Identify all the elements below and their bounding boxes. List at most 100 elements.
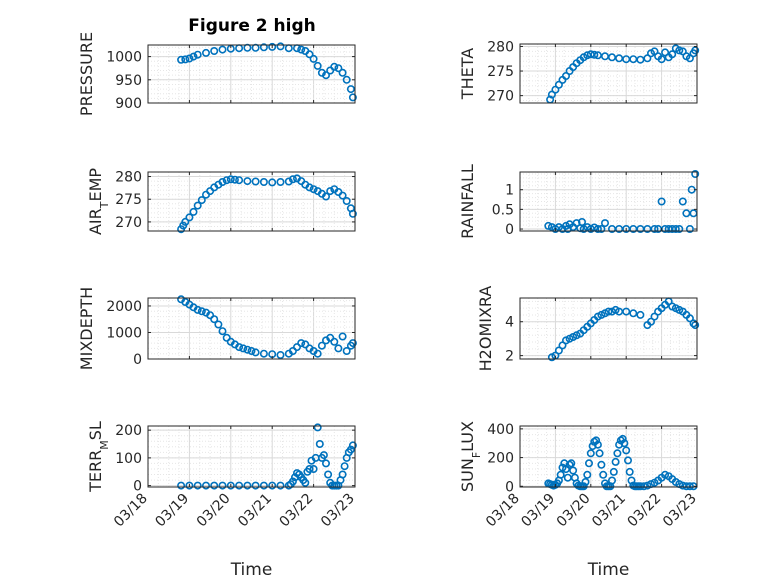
y-tick-label: 270	[115, 215, 142, 231]
data-point	[189, 207, 198, 216]
subplot-h2omixra: 2 4 H2OMIXRA	[476, 286, 700, 372]
data-point	[243, 345, 252, 354]
data-point	[297, 45, 306, 54]
data-point	[177, 55, 186, 64]
y-tick-label: 2000	[106, 299, 142, 315]
data-point	[235, 176, 244, 185]
data-point	[639, 482, 648, 491]
data-point	[251, 177, 260, 186]
y-tick-label: 1	[505, 183, 514, 199]
data-point	[313, 349, 322, 358]
data-point	[671, 225, 680, 234]
data-point	[577, 218, 586, 227]
axes-box	[147, 425, 356, 488]
data-point	[581, 477, 590, 486]
data-point	[181, 217, 190, 226]
data-point	[315, 439, 324, 448]
data-point	[691, 170, 700, 179]
data-point	[305, 50, 314, 59]
y-tick-label: 1000	[106, 325, 142, 341]
axes-background	[148, 45, 355, 103]
data-point	[222, 333, 231, 342]
data-point	[189, 52, 198, 61]
y-tick-label: 4	[505, 315, 514, 331]
data-point	[636, 310, 645, 319]
data-point	[330, 337, 339, 346]
data-point	[243, 177, 252, 186]
axes-box	[519, 171, 698, 232]
data-point	[657, 55, 666, 64]
y-tick-label: 275	[487, 64, 514, 80]
data-point	[685, 314, 694, 323]
data-point	[613, 449, 622, 458]
data-point	[301, 340, 310, 349]
data-point	[230, 175, 239, 184]
data-point	[657, 197, 666, 206]
data-point	[554, 346, 563, 355]
data-point	[348, 93, 357, 102]
data-point	[593, 440, 602, 449]
data-point	[268, 481, 277, 490]
data-point	[268, 178, 277, 187]
data-point	[259, 178, 268, 187]
data-point	[202, 481, 211, 490]
x-axis-label: Time	[230, 560, 273, 580]
data-point	[595, 449, 604, 458]
y-tick-label: 2	[505, 349, 514, 365]
data-point	[556, 470, 565, 479]
data-point	[305, 183, 314, 192]
data-point	[342, 197, 351, 206]
data-point	[218, 327, 227, 336]
y-tick-label: 200	[487, 451, 514, 467]
data-point	[301, 478, 310, 487]
data-point	[650, 312, 659, 321]
data-point	[268, 42, 277, 51]
data-point	[544, 221, 553, 230]
data-point	[214, 320, 223, 329]
data-point	[177, 481, 186, 490]
data-point	[309, 464, 318, 473]
data-point	[210, 46, 219, 55]
data-point	[561, 72, 570, 81]
y-tick-label: 0	[505, 222, 514, 238]
y-axis-label: H2OMIXRA	[476, 286, 495, 372]
series-points	[177, 295, 357, 359]
data-point	[197, 196, 206, 205]
data-point	[342, 346, 351, 355]
data-point	[185, 54, 194, 63]
y-tick-label: 400	[487, 422, 514, 438]
data-point	[586, 50, 595, 59]
data-point	[239, 344, 248, 353]
data-point	[611, 457, 620, 466]
data-point	[623, 456, 632, 465]
data-point	[292, 343, 301, 352]
y-tick-label: 900	[115, 96, 142, 112]
data-point	[348, 441, 357, 450]
data-point	[599, 470, 608, 479]
data-point	[288, 346, 297, 355]
data-point	[597, 225, 606, 234]
data-point	[643, 54, 652, 63]
data-point	[276, 42, 285, 51]
data-point	[276, 481, 285, 490]
data-point	[193, 50, 202, 59]
data-point	[590, 50, 599, 59]
y-axis-label: MIXDEPTH	[77, 287, 96, 370]
data-point	[675, 225, 684, 234]
axes-box	[519, 43, 698, 104]
data-point	[597, 460, 606, 469]
data-point	[342, 75, 351, 84]
data-point	[338, 332, 347, 341]
data-point	[193, 201, 202, 210]
y-tick-label: 280	[487, 39, 514, 55]
data-point	[609, 467, 618, 476]
data-point	[251, 481, 260, 490]
data-point	[222, 176, 231, 185]
data-point	[313, 423, 322, 432]
data-point	[330, 62, 339, 71]
data-point	[565, 460, 574, 469]
data-point	[622, 307, 631, 316]
data-point	[685, 482, 694, 491]
series-points	[547, 297, 700, 362]
